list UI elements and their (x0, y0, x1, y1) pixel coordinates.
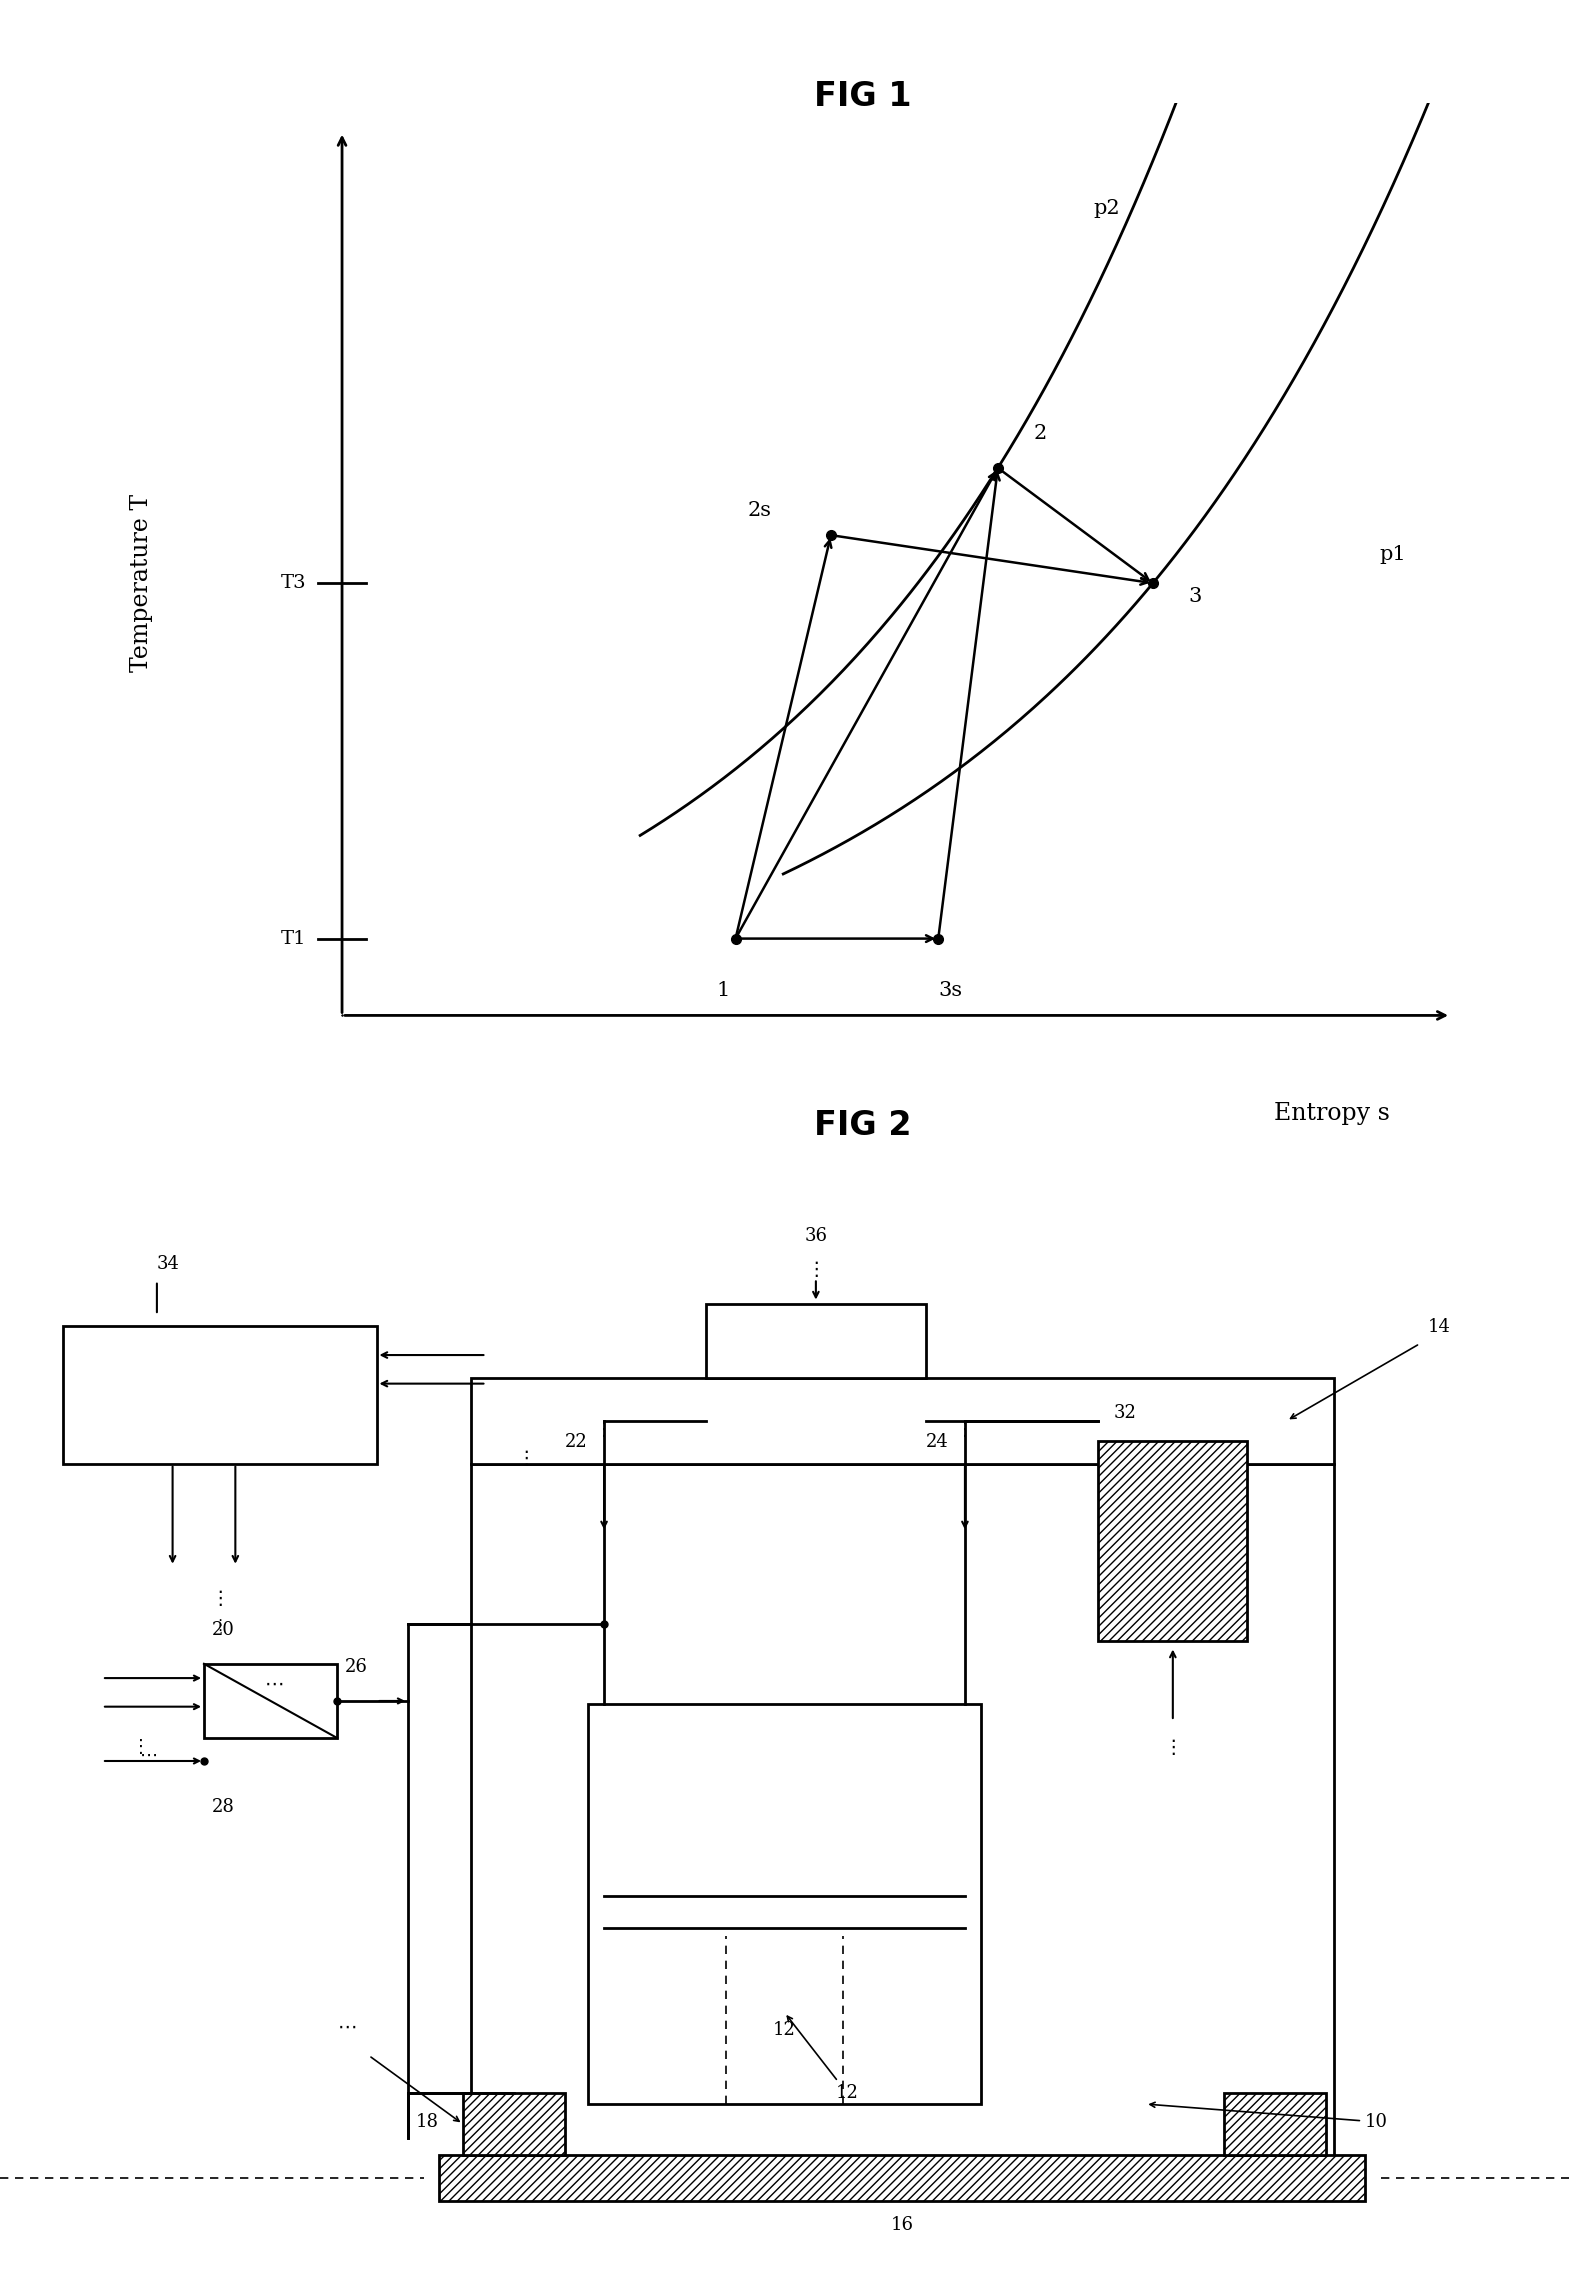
Text: 26: 26 (345, 1658, 369, 1676)
Bar (588, 1704, 981, 2104)
Bar (1224, 2093, 1326, 2154)
Text: 24: 24 (926, 1432, 948, 1450)
Text: p1: p1 (1379, 544, 1406, 565)
Bar (463, 2093, 565, 2154)
Bar (471, 1464, 1334, 2173)
Bar (439, 2154, 1365, 2200)
Text: ⋮: ⋮ (132, 1738, 151, 1756)
Text: 12: 12 (788, 2017, 858, 2102)
Text: 32: 32 (1114, 1404, 1138, 1423)
Text: 16: 16 (891, 2216, 913, 2234)
Text: 28: 28 (212, 1798, 235, 1816)
Text: ⋮: ⋮ (212, 1619, 228, 1633)
Text: 2: 2 (1034, 423, 1047, 444)
Text: 36: 36 (805, 1226, 827, 1244)
Text: 14: 14 (1428, 1317, 1451, 1336)
Text: 2s: 2s (747, 501, 772, 519)
Bar (204, 1663, 337, 1738)
Text: ⋮: ⋮ (1163, 1738, 1183, 1756)
Text: Entropy s: Entropy s (1274, 1102, 1390, 1125)
Text: ⋯: ⋯ (337, 2017, 356, 2035)
Text: 20: 20 (212, 1621, 235, 1640)
Text: ⋮: ⋮ (956, 1420, 974, 1439)
Text: T3: T3 (281, 574, 306, 592)
Text: ⋮: ⋮ (210, 1589, 229, 1608)
Text: 34: 34 (157, 1256, 180, 1274)
Text: ⋮: ⋮ (516, 1448, 535, 1468)
Text: 3s: 3s (938, 981, 962, 999)
Text: T1: T1 (281, 929, 306, 947)
Text: 18: 18 (416, 2113, 439, 2131)
Text: 10: 10 (1150, 2102, 1389, 2131)
Text: ⋮: ⋮ (595, 1420, 613, 1439)
Text: ⋯: ⋯ (265, 1674, 284, 1692)
Text: Temperature T: Temperature T (130, 494, 152, 672)
Text: FIG 2: FIG 2 (814, 1109, 912, 1141)
Text: 1: 1 (717, 981, 730, 999)
Text: ⋮: ⋮ (806, 1260, 825, 1278)
Text: p2: p2 (1094, 199, 1120, 217)
Text: 3: 3 (1189, 588, 1202, 606)
Bar (1098, 1441, 1247, 1642)
Text: 22: 22 (565, 1432, 587, 1450)
Text: ⋯: ⋯ (140, 1747, 158, 1766)
Bar (706, 1304, 926, 1377)
Text: 12: 12 (774, 2022, 795, 2040)
Text: FIG 1: FIG 1 (814, 80, 912, 112)
Bar (63, 1326, 377, 1464)
Bar (471, 1377, 1334, 1464)
